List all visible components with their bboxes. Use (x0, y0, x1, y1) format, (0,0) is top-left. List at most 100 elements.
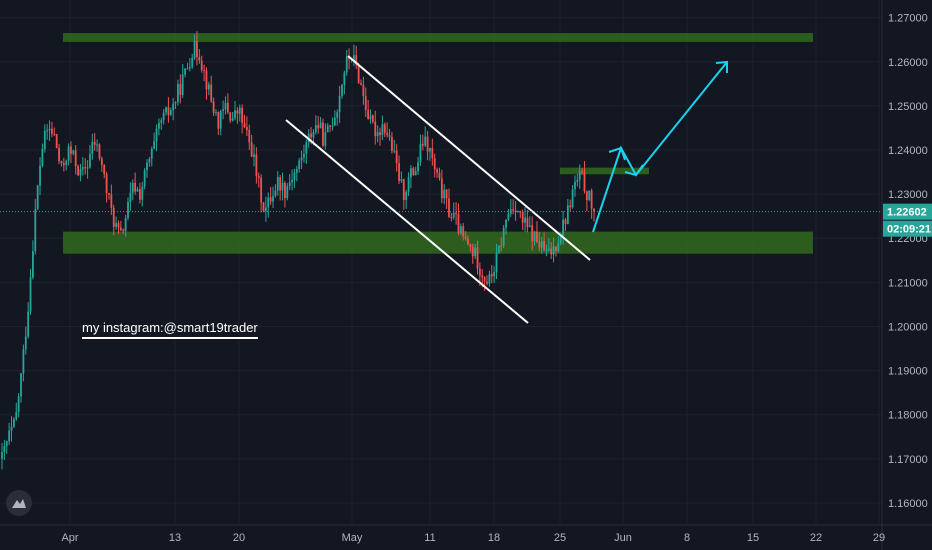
x-tick-label: May (342, 532, 363, 544)
candle-body (110, 194, 113, 209)
candle-body (253, 154, 255, 157)
candle-body (291, 179, 293, 183)
candle-body (181, 74, 184, 95)
current-price-badge (883, 203, 932, 220)
candle-body (481, 275, 484, 278)
candle-body (314, 125, 317, 133)
candle-body (483, 277, 486, 282)
candle-body (550, 248, 553, 255)
candle-body (177, 84, 179, 103)
candle-body (369, 115, 372, 120)
candle-body (186, 68, 189, 70)
candle-body (324, 132, 327, 146)
candle-body (41, 148, 44, 166)
candle-body (267, 197, 270, 208)
candle-body (298, 160, 301, 170)
candle-body (143, 170, 146, 187)
tradingview-logo-icon[interactable] (6, 490, 32, 516)
candle-body (27, 311, 30, 337)
y-tick-label: 1.27000 (888, 13, 928, 25)
candle-body (100, 158, 103, 165)
x-tick-label: Apr (61, 532, 78, 544)
y-tick-label: 1.19000 (888, 366, 928, 378)
y-tick-label: 1.21000 (888, 277, 928, 289)
y-tick-label: 1.26000 (888, 57, 928, 69)
candle-body (165, 107, 167, 113)
candle-body (471, 246, 474, 257)
candle-body (445, 189, 448, 199)
candle-body (229, 112, 232, 121)
candle-body (329, 125, 331, 127)
price-axis[interactable]: 1.270001.260001.250001.240001.230001.220… (881, 0, 932, 550)
candle-body (124, 218, 127, 231)
candle-body (531, 225, 534, 242)
y-tick-label: 1.20000 (888, 321, 928, 333)
candle-body (226, 102, 229, 113)
candle-body (367, 110, 370, 120)
time-axis[interactable]: Apr 13 20 May 11 18 25 Jun 8 15 22 29 (0, 524, 932, 544)
candle-body (364, 96, 367, 111)
candle-body (219, 110, 222, 129)
candle-body (286, 185, 289, 199)
candle-body (547, 248, 550, 251)
candle-body (478, 268, 481, 276)
support-resistance-zones (63, 33, 813, 254)
candle-body (319, 122, 322, 129)
candle-body (502, 227, 505, 246)
candle-body (93, 141, 96, 145)
candle-body (414, 171, 417, 176)
candle-body (293, 172, 296, 180)
candle-body (360, 83, 362, 85)
candle-body (203, 70, 205, 72)
candle-body (272, 195, 274, 202)
candle-body (578, 171, 581, 180)
candle-body (32, 251, 34, 278)
candle-body (81, 167, 84, 170)
candle-body (39, 165, 41, 186)
candle-body (376, 132, 379, 137)
candle-body (436, 169, 438, 173)
current-price-label: 1.22602 (887, 207, 927, 219)
candle-body (193, 41, 196, 59)
candle-body (255, 154, 258, 177)
candle-body (379, 132, 381, 136)
candle-body (571, 189, 574, 208)
candle-body (576, 179, 579, 182)
candle-body (322, 122, 324, 146)
candle-body (22, 349, 25, 374)
candle-body (105, 174, 108, 194)
candle-body (236, 110, 239, 114)
candle-body (262, 202, 265, 211)
candle-body (391, 136, 393, 151)
candle-body (431, 147, 434, 159)
candle-body (222, 109, 225, 111)
candle-body (590, 190, 593, 209)
candle-body (200, 60, 203, 71)
candle-body (374, 121, 377, 137)
candle-body (8, 430, 11, 442)
candle-body (566, 205, 569, 224)
candle-body (355, 55, 358, 65)
candle-body (70, 146, 72, 154)
candle-body (96, 144, 99, 146)
candle-body (407, 177, 410, 192)
candle-body (119, 227, 122, 230)
candle-body (357, 64, 360, 84)
candle-body (248, 130, 251, 143)
x-tick-label: 22 (810, 532, 822, 544)
candle-body (419, 143, 422, 163)
candle-body (352, 55, 355, 60)
candle-body (469, 244, 472, 247)
x-tick-label: 20 (233, 532, 245, 544)
candle-body (134, 182, 137, 192)
candle-body (440, 178, 443, 199)
candle-body (150, 148, 153, 159)
x-tick-label: Jun (614, 532, 632, 544)
candle-body (60, 161, 63, 164)
candle-body (138, 189, 141, 200)
candle-body (386, 132, 389, 136)
candle-body (581, 171, 584, 173)
candle-body (459, 226, 462, 234)
candle-body (450, 216, 453, 218)
